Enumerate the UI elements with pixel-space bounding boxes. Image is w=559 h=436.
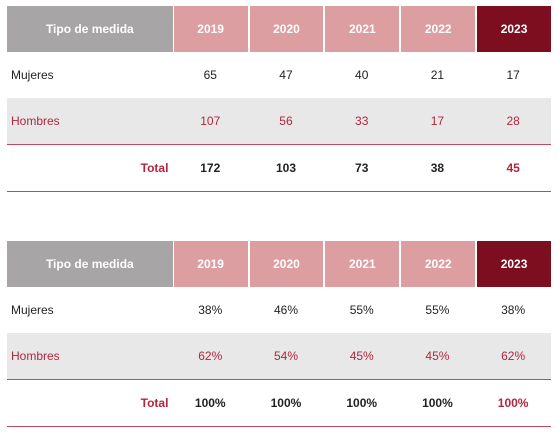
- total-label: Total: [140, 161, 169, 175]
- counts-table: Tipo de medida 2019 2020 2021 2022 2023 …: [7, 6, 551, 192]
- header-year-2021: 2021: [325, 241, 400, 287]
- table-header: Tipo de medida 2019 2020 2021 2022 2023: [7, 6, 551, 52]
- cell-value: 62%: [501, 349, 526, 363]
- total-value: 100%: [497, 396, 529, 410]
- row-label: Hombres: [11, 114, 60, 128]
- total-value: 100%: [270, 396, 302, 410]
- cell-value: 38%: [198, 303, 223, 317]
- cell-value: 21: [430, 68, 445, 82]
- cell-value: 62%: [198, 349, 223, 363]
- cell-value: 17: [506, 68, 520, 82]
- total-value: 45: [506, 161, 520, 175]
- header-year-2023: 2023: [477, 6, 551, 52]
- header-label: Tipo de medida: [7, 241, 173, 287]
- table-header: Tipo de medida 2019 2020 2021 2022 2023: [7, 241, 551, 287]
- cell-value: 55%: [425, 303, 450, 317]
- table-row-total: Total 172 103 73 38 45: [7, 145, 551, 192]
- total-value: 73: [355, 161, 369, 175]
- header-year-2020: 2020: [249, 241, 324, 287]
- cell-value: 65: [203, 68, 217, 82]
- total-value: 103: [275, 161, 296, 175]
- total-value: 38: [430, 161, 445, 175]
- table-row-mujeres: Mujeres 38% 46% 55% 55% 38%: [7, 287, 551, 333]
- row-label: Mujeres: [11, 303, 54, 317]
- header-year-2022: 2022: [401, 6, 476, 52]
- cell-value: 38%: [501, 303, 526, 317]
- total-value: 172: [200, 161, 221, 175]
- table-row-mujeres: Mujeres 65 47 40 21 17: [7, 52, 551, 98]
- cell-value: 28: [506, 114, 520, 128]
- table-row-hombres: Hombres 62% 54% 45% 45% 62%: [7, 333, 551, 380]
- percentages-table: Tipo de medida 2019 2020 2021 2022 2023 …: [7, 241, 551, 427]
- total-value: 100%: [346, 396, 378, 410]
- header-year-2019: 2019: [173, 241, 248, 287]
- row-label: Hombres: [11, 349, 60, 363]
- table-row-hombres: Hombres 107 56 33 17 28: [7, 98, 551, 145]
- cell-value: 107: [200, 114, 221, 128]
- cell-value: 40: [355, 68, 369, 82]
- cell-value: 45%: [349, 349, 374, 363]
- cell-value: 45%: [425, 349, 450, 363]
- total-value: 100%: [194, 396, 226, 410]
- header-year-2023: 2023: [477, 241, 551, 287]
- cell-value: 56: [279, 114, 293, 128]
- total-label: Total: [140, 396, 169, 410]
- header-year-2019: 2019: [173, 6, 248, 52]
- table-row-total: Total 100% 100% 100% 100% 100%: [7, 380, 551, 427]
- cell-value: 33: [355, 114, 369, 128]
- header-year-2021: 2021: [325, 6, 400, 52]
- cell-value: 54%: [273, 349, 298, 363]
- header-year-2022: 2022: [401, 241, 476, 287]
- cell-value: 17: [430, 114, 445, 128]
- row-label: Mujeres: [11, 68, 54, 82]
- cell-value: 46%: [273, 303, 298, 317]
- header-label: Tipo de medida: [7, 6, 173, 52]
- header-year-2020: 2020: [249, 6, 324, 52]
- cell-value: 47: [279, 68, 293, 82]
- cell-value: 55%: [349, 303, 374, 317]
- total-value: 100%: [422, 396, 453, 410]
